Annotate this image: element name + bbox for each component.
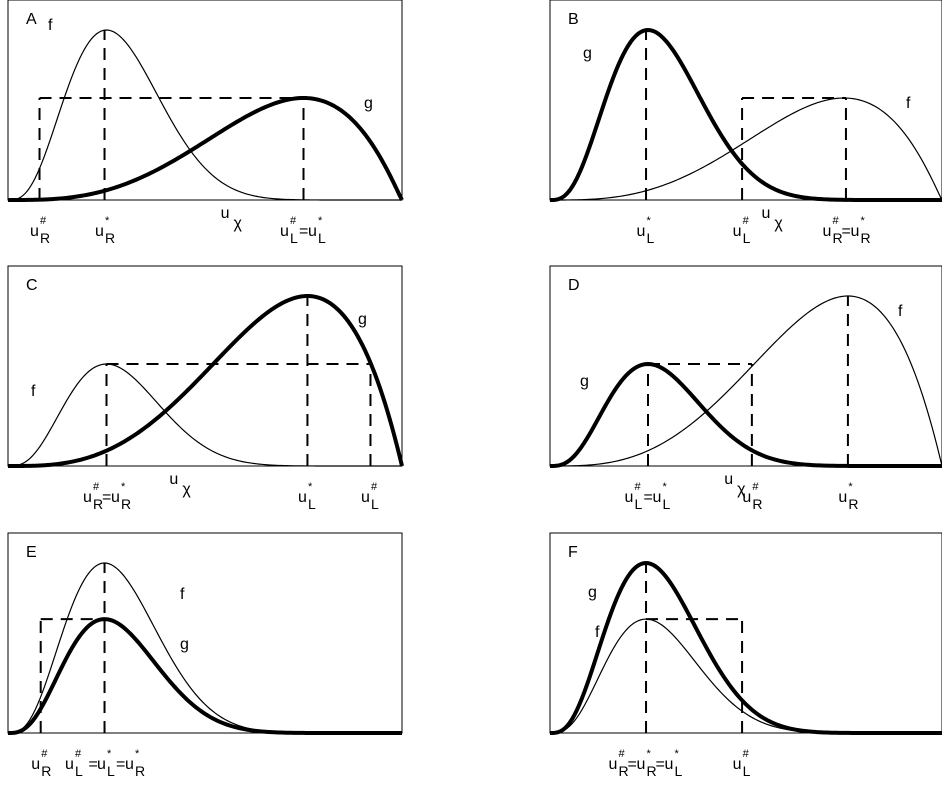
panel-f: Fg f u# R=u* R=u* L u# L [549, 532, 942, 779]
panel-letter: E [26, 544, 37, 561]
marker-label: u# R=u* R=u* L [609, 748, 683, 779]
u-chi-label: uχ [221, 205, 243, 232]
marker-label: u* R [838, 481, 858, 512]
curve-g [549, 561, 942, 735]
curve-label-g: g [180, 636, 189, 653]
curve-label-f: f [180, 586, 185, 603]
marker-label: u# R [30, 215, 50, 246]
panel-letter: B [568, 11, 579, 28]
panel-frame [7, 265, 403, 467]
panel-frame [7, 532, 403, 734]
curve-g [549, 27, 942, 202]
panel-letter: F [568, 544, 578, 561]
curve-label-g: g [583, 45, 592, 62]
curve-label-f: f [906, 95, 911, 112]
marker-label: u# R=u* R [822, 215, 870, 246]
panel-frame [7, 0, 403, 201]
panel-letter: C [26, 277, 38, 294]
curve-g [7, 617, 402, 735]
marker-label: u* L [637, 215, 655, 246]
marker-label: u# R [31, 748, 51, 779]
curve-f [550, 295, 942, 467]
marker-label: u# L=u* L [280, 215, 326, 246]
panel-d: Dg f u# L=u* L u# R u* R uχ [549, 265, 942, 512]
curve-g [8, 95, 404, 202]
curve-label-g: g [588, 584, 597, 601]
u-chi-label: uχ [762, 205, 784, 232]
curve-f [7, 363, 402, 467]
curve-f [550, 97, 942, 201]
panel-c: Cf g u# R=u* R u* L u# L uχ [7, 265, 404, 512]
curve-g [549, 361, 942, 468]
curve-f [7, 562, 402, 734]
panel-frame [549, 532, 942, 734]
u-chi-label: uχ [169, 471, 191, 498]
curve-label-f: f [595, 624, 600, 641]
marker-label: u# R=u* R [83, 481, 131, 512]
marker-label: u* R [95, 215, 115, 246]
panel-e: Ef g u# R u# L =u* L=u* R [7, 532, 403, 779]
curve-label-g: g [364, 95, 373, 112]
curve-label-g: g [358, 311, 367, 328]
marker-label: u# R [742, 481, 762, 512]
curve-label-f: f [898, 303, 903, 320]
marker-label: u# L =u* L=u* R [65, 748, 145, 779]
panel-letter: D [568, 277, 580, 294]
marker-label: u# L [733, 215, 751, 246]
panel-frame [549, 265, 942, 467]
curve-f [549, 618, 942, 734]
panel-frame [549, 0, 942, 201]
curve-label-f: f [31, 383, 36, 400]
marker-label: u# L [361, 481, 379, 512]
marker-label: u# L [733, 748, 751, 779]
u-chi-label: uχ [724, 471, 746, 498]
curve-g [8, 294, 404, 468]
curve-label-f: f [48, 17, 53, 34]
panel-letter: A [26, 11, 37, 28]
marker-label: u* L [298, 481, 316, 512]
curve-f [7, 29, 402, 201]
panel-b: Bg f u* L u# L u# R=u* R uχ [549, 0, 942, 246]
curve-label-g: g [580, 373, 589, 390]
marker-label: u# L=u* L [625, 481, 671, 512]
